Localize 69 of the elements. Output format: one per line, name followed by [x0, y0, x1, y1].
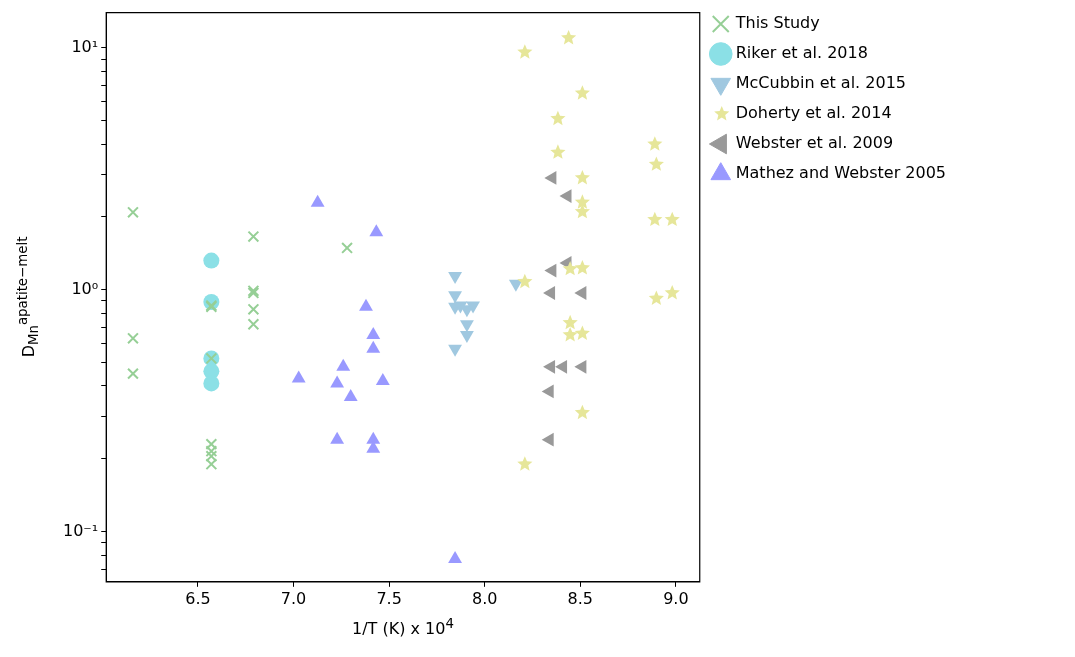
- point: [291, 370, 306, 383]
- point: [366, 340, 381, 353]
- legend-label: Riker et al. 2018: [735, 43, 868, 63]
- point: [330, 375, 345, 388]
- x-axis-title: 1/T (K) x 10$^{4}$: [352, 615, 454, 639]
- y-tick-label: 10¹: [71, 37, 99, 57]
- point: [341, 241, 354, 254]
- point: [366, 327, 381, 340]
- point: [343, 389, 358, 402]
- point: [550, 144, 566, 159]
- point: [517, 273, 533, 289]
- point: [574, 325, 590, 340]
- point: [574, 260, 590, 275]
- legend-label: Mathez and Webster 2005: [735, 163, 947, 183]
- point: [127, 367, 139, 380]
- point: [247, 230, 260, 243]
- point: [127, 332, 139, 345]
- point: [517, 456, 533, 471]
- point: [517, 44, 533, 59]
- x-tick-label: 9.0: [663, 588, 689, 608]
- point: [203, 252, 220, 269]
- x-tick-label: 8.0: [471, 588, 498, 608]
- point: [664, 284, 680, 300]
- point: [574, 359, 587, 374]
- legend-label: Doherty et al. 2014: [735, 103, 892, 123]
- point: [541, 432, 554, 447]
- point: [574, 286, 587, 300]
- point: [647, 136, 663, 151]
- legend-label: This Study: [734, 13, 820, 33]
- point: [375, 372, 390, 385]
- y-tick-label: 10⁰: [71, 278, 99, 298]
- x-tick-label: 6.5: [185, 588, 211, 608]
- point: [562, 314, 578, 330]
- point: [336, 358, 351, 371]
- point: [359, 298, 373, 311]
- point: [543, 359, 556, 374]
- point: [574, 194, 590, 209]
- x-tick-label: 8.5: [567, 588, 594, 608]
- point: [247, 303, 260, 316]
- point: [366, 431, 381, 444]
- point: [543, 286, 556, 300]
- point: [559, 189, 572, 204]
- point: [574, 404, 590, 420]
- point: [310, 194, 325, 207]
- x-tick-label: 7.0: [280, 588, 307, 608]
- point: [562, 327, 578, 342]
- point: [541, 384, 554, 399]
- point: [574, 169, 590, 185]
- point: [127, 206, 139, 219]
- point: [561, 29, 577, 45]
- x-tick-label: 7.5: [376, 588, 402, 608]
- point: [648, 290, 664, 305]
- point: [247, 318, 260, 331]
- legend-label: Webster et al. 2009: [735, 133, 894, 153]
- point: [550, 110, 566, 126]
- point: [664, 211, 680, 227]
- point: [448, 551, 462, 564]
- point: [555, 359, 568, 374]
- point: [203, 375, 220, 392]
- point: [574, 85, 590, 100]
- point: [648, 156, 664, 171]
- legend-label: McCubbin et al. 2015: [735, 73, 906, 93]
- point: [544, 171, 557, 185]
- point: [647, 211, 663, 227]
- point: [562, 260, 578, 276]
- point: [330, 431, 345, 444]
- point: [369, 224, 384, 237]
- y-tick-label: 10⁻¹: [63, 520, 99, 540]
- point: [544, 263, 557, 278]
